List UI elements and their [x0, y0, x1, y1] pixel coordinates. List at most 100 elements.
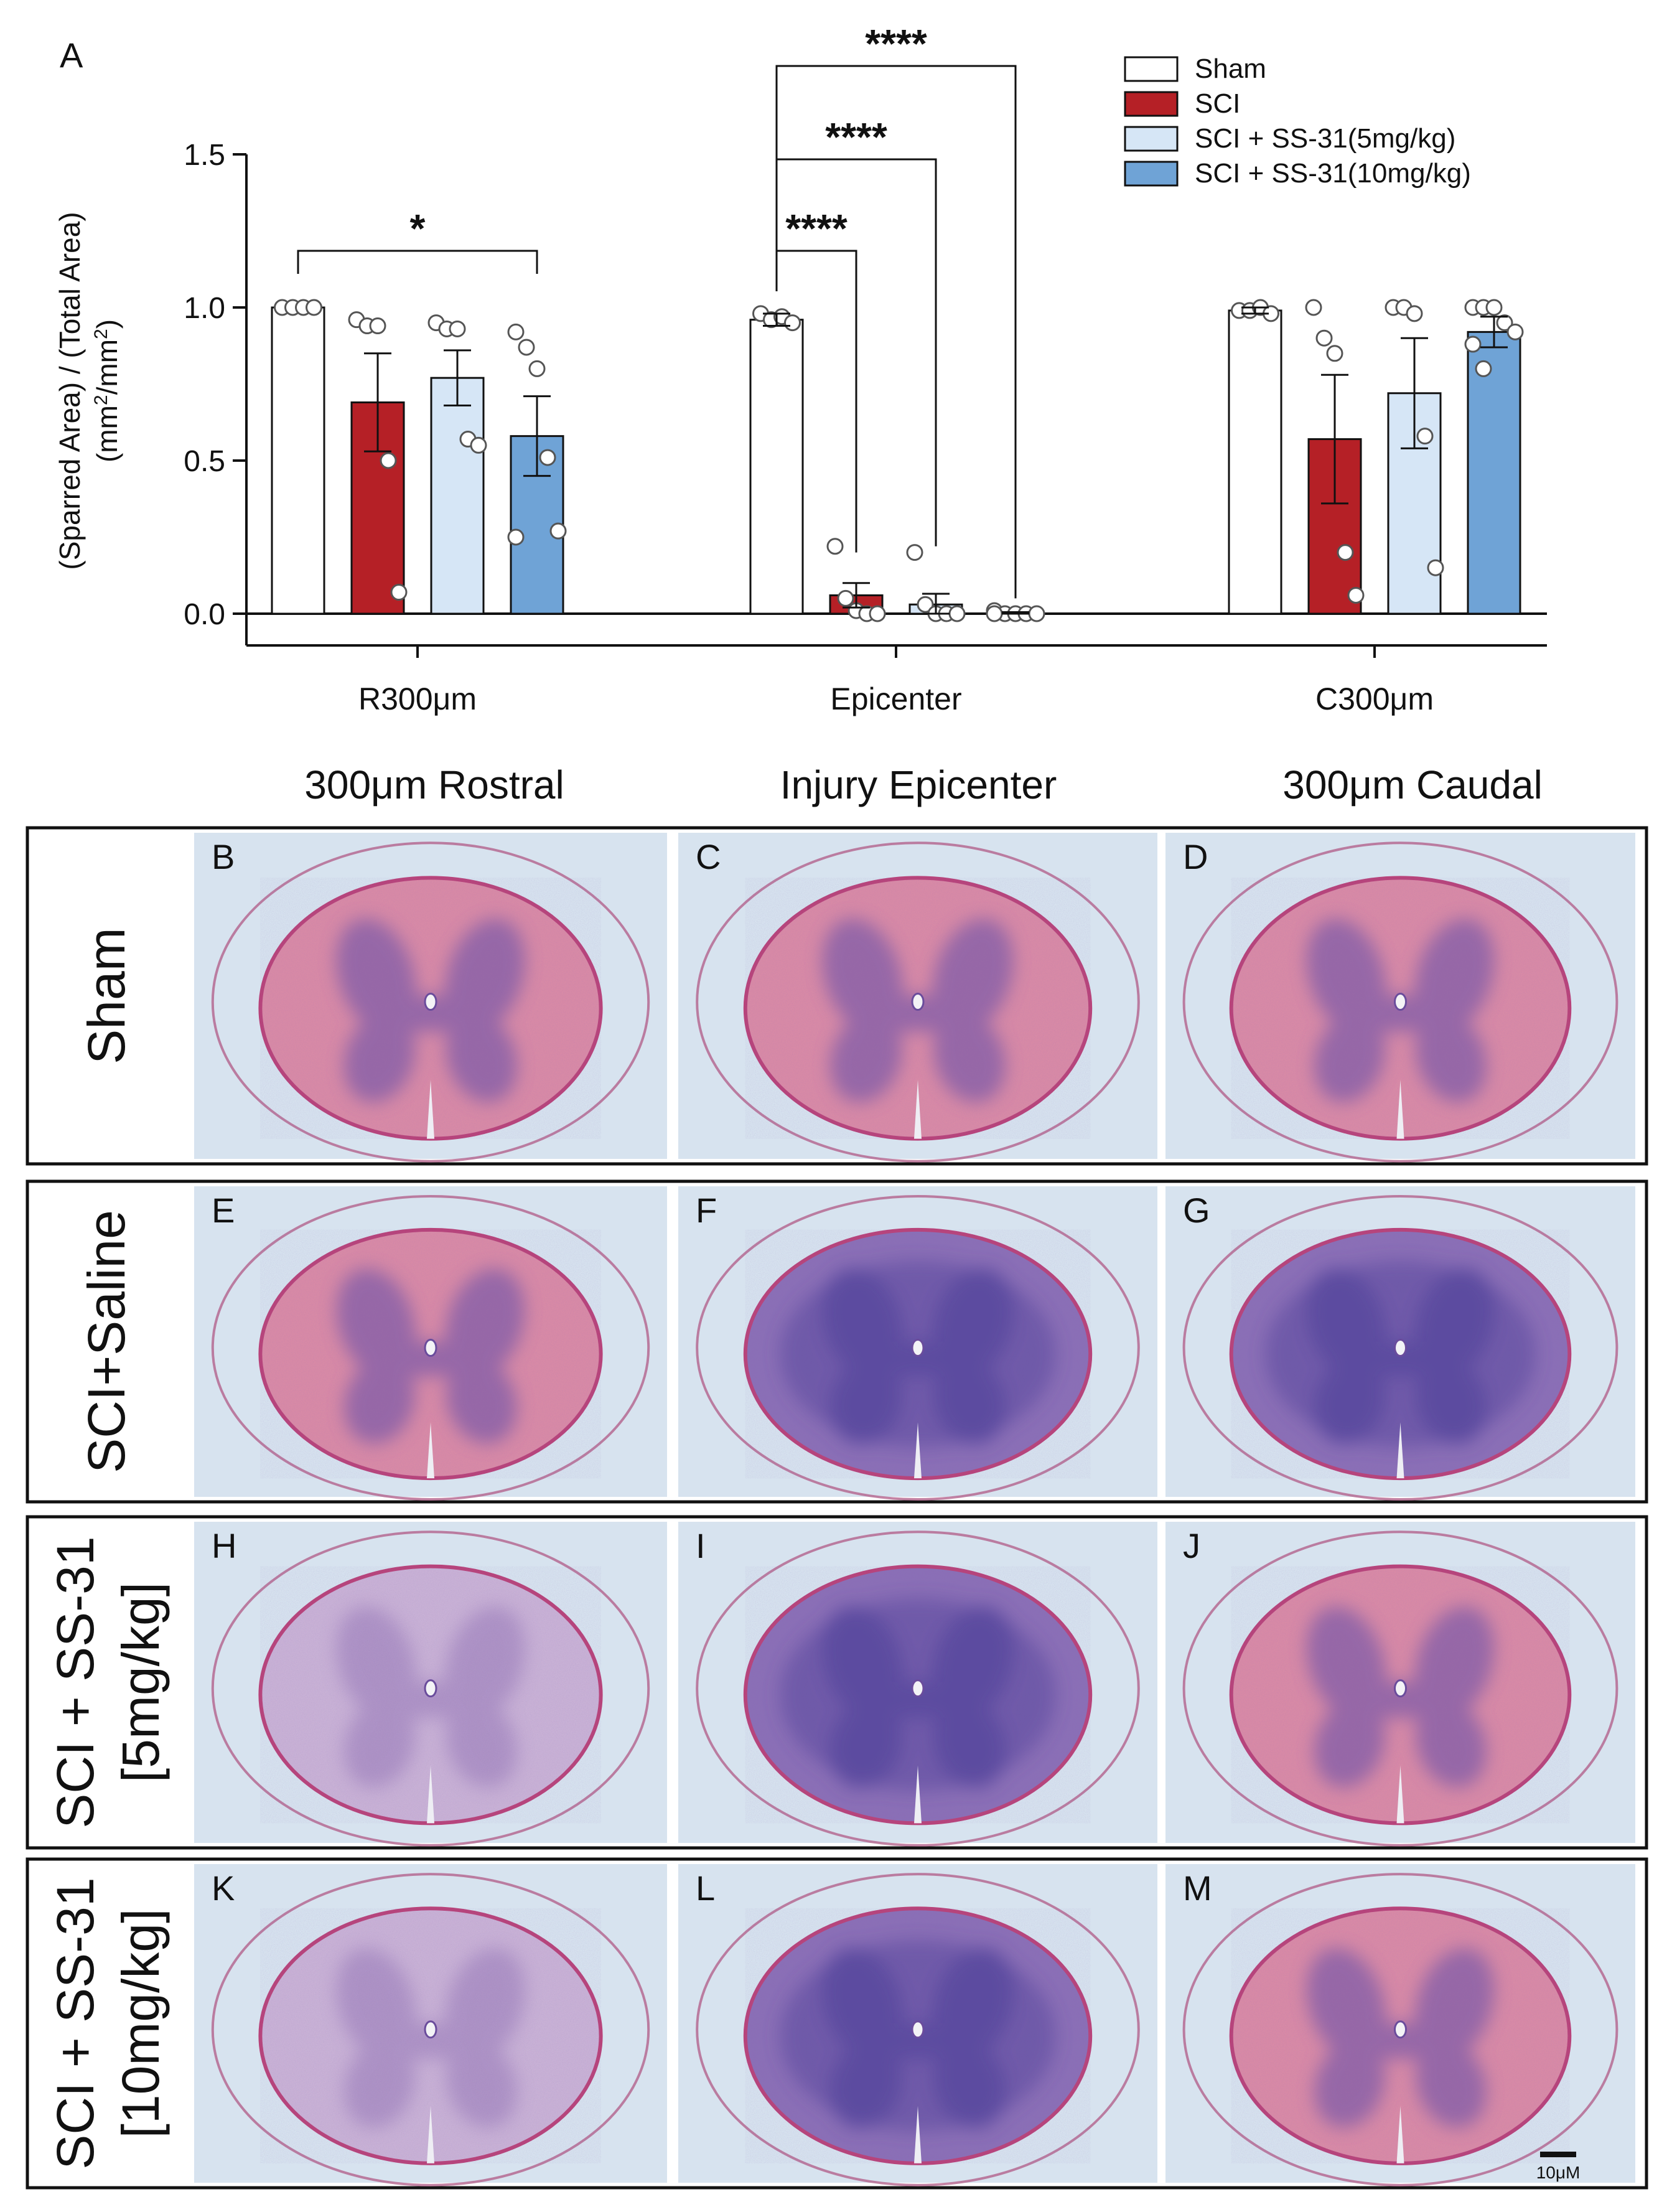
ventral-fissure	[427, 2106, 434, 2163]
ventral-fissure	[427, 1765, 434, 1824]
data-point	[507, 528, 525, 546]
central-canal	[424, 1339, 437, 1357]
data-point	[1305, 299, 1322, 316]
data-point	[837, 589, 854, 607]
bar	[749, 319, 804, 615]
data-point	[1416, 428, 1434, 445]
legend-label: SCI	[1195, 88, 1240, 119]
data-point	[390, 584, 408, 601]
meninges	[1182, 841, 1618, 1163]
micrograph-row: SCI+Saline E F G	[26, 1179, 1648, 1504]
legend-swatch	[1124, 126, 1179, 152]
row-frame	[26, 826, 1648, 1166]
x-tick-label: C300μm	[1315, 682, 1434, 716]
legend-label: Sham	[1195, 54, 1266, 84]
y-axis-label-line1: (Sparred Area) / (Total Area)	[54, 212, 86, 569]
data-point	[1347, 586, 1365, 604]
central-canal	[424, 1679, 437, 1698]
central-canal	[1394, 2020, 1407, 2039]
panel-letter: D	[1183, 837, 1208, 876]
ventral-fissure	[1396, 1765, 1404, 1824]
panel-letter: B	[212, 837, 235, 876]
panel-letter: C	[696, 837, 721, 876]
meninges	[211, 1873, 650, 2186]
data-points	[274, 299, 1524, 622]
ventral-fissure	[1396, 2106, 1404, 2163]
column-header: 300μm Caudal	[1282, 762, 1543, 807]
row-frame	[26, 1179, 1648, 1504]
central-canal	[911, 993, 925, 1011]
ventral-fissure	[914, 1080, 922, 1139]
scale-bar: 10μM	[1536, 2152, 1581, 2182]
gray-matter	[1306, 1606, 1495, 1788]
gray-matter	[336, 1268, 525, 1444]
gray-matter	[780, 1260, 1056, 1448]
column-headers: 300μm Rostral Injury Epicenter 300μm Cauda…	[304, 762, 1543, 807]
data-point	[948, 605, 966, 622]
micrograph-row: SCI + SS-31 [10mg/kg] K L M	[26, 1857, 1648, 2190]
bar-chart: A 0.00.51.01.5 R300μm Epicenter C300μm * **…	[54, 21, 1547, 716]
x-axis: R300μm Epicenter C300μm	[246, 644, 1547, 716]
y-tick-label: 1.5	[184, 139, 225, 172]
gray-matter	[336, 1606, 525, 1788]
row-label-line1: SCI + SS-31	[46, 1536, 105, 1828]
data-point	[380, 452, 397, 469]
gray-matter	[822, 918, 1014, 1103]
data-point	[369, 317, 386, 335]
significance-label: ****	[785, 206, 848, 251]
ventral-fissure	[1396, 1422, 1404, 1479]
panel-letter: F	[696, 1191, 717, 1230]
micrograph-panel: K	[194, 1864, 667, 2186]
data-point	[826, 538, 844, 555]
micrograph-panel: G	[1165, 1186, 1635, 1501]
legend-swatch	[1124, 56, 1179, 82]
data-point	[1337, 544, 1354, 561]
micrograph-panel: C	[678, 833, 1157, 1163]
significance-brackets: * ************	[297, 21, 1017, 599]
row-label: SCI+Saline	[77, 1210, 136, 1473]
data-point	[549, 522, 567, 540]
bar	[1228, 309, 1282, 615]
micrograph-panel: E	[194, 1186, 667, 1501]
micrograph-grid: 300μm Rostral Injury Epicenter 300μm Cauda…	[26, 762, 1648, 2190]
x-tick-label: R300μm	[358, 682, 477, 716]
micrograph-row: SCI + SS-31 [5mg/kg] H I J	[26, 1515, 1648, 1850]
gray-matter	[336, 918, 525, 1103]
data-point	[507, 323, 525, 340]
gray-matter	[336, 1948, 525, 2128]
data-point	[1028, 605, 1045, 622]
micrograph-panel: L	[678, 1864, 1157, 2186]
micrograph-panel: D	[1165, 833, 1635, 1163]
data-point	[1406, 305, 1423, 322]
gray-matter	[1265, 1260, 1536, 1448]
data-point	[1506, 323, 1524, 340]
gray-matter	[1306, 919, 1495, 1103]
meninges	[696, 841, 1140, 1163]
significance-bracket	[297, 250, 538, 274]
y-tick-label: 0.0	[184, 598, 225, 631]
data-point	[518, 339, 535, 356]
data-point	[1496, 314, 1513, 332]
data-point	[528, 360, 546, 377]
significance-bracket	[775, 65, 1017, 599]
data-point	[306, 299, 322, 316]
data-point	[1326, 345, 1343, 362]
panel-letter: L	[696, 1868, 715, 1908]
bar	[430, 377, 485, 615]
x-tick-label: Epicenter	[830, 682, 961, 716]
micrograph-panel: F	[678, 1186, 1157, 1501]
scale-bar-label: 10μM	[1536, 2163, 1581, 2182]
data-point	[1427, 559, 1444, 576]
ventral-fissure	[914, 1765, 922, 1824]
micrograph-panel: J	[1165, 1522, 1635, 1847]
meninges	[1182, 1194, 1618, 1501]
legend-label: SCI + SS-31(5mg/kg)	[1195, 123, 1455, 154]
meninges	[211, 1530, 650, 1847]
legend-swatch	[1124, 91, 1179, 117]
scale-bar-line	[1540, 2152, 1576, 2157]
micrograph-panel: H	[194, 1522, 667, 1847]
row-frame	[26, 1515, 1648, 1850]
bar	[271, 306, 325, 615]
